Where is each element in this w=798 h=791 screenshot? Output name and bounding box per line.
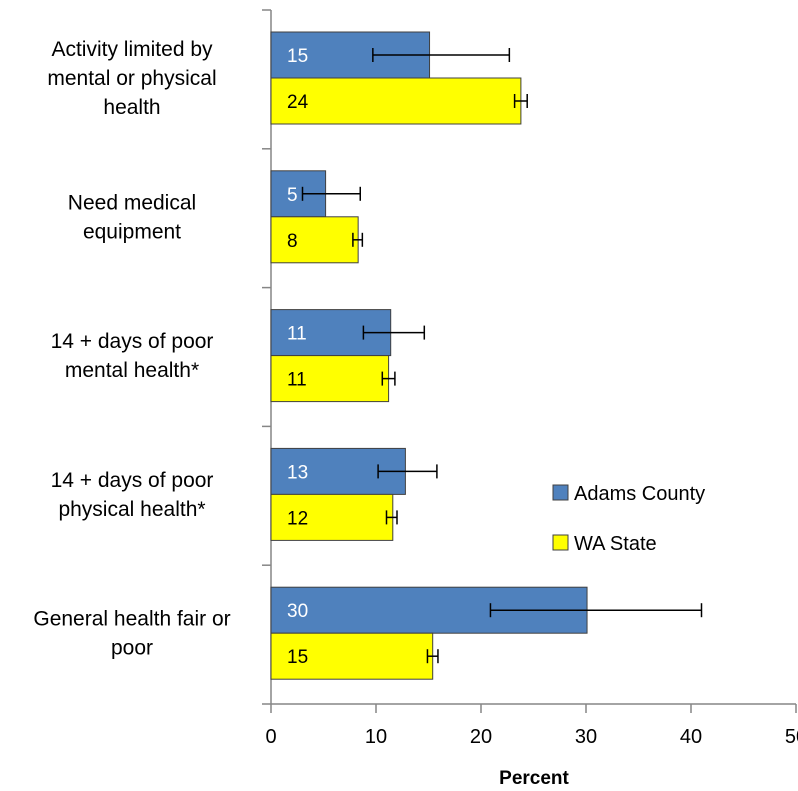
category-label-line: mental health* xyxy=(65,359,199,382)
bar-data-label: 15 xyxy=(287,46,308,67)
bar-wa-state xyxy=(270,216,359,264)
x-tick-label: 50 xyxy=(785,726,798,748)
category-label-line: physical health* xyxy=(58,498,205,521)
bars: 15 5 11 13 30 24 8 11 12 15 xyxy=(270,31,703,680)
bar-data-label: 24 xyxy=(287,92,309,113)
legend-swatch xyxy=(552,484,569,501)
bar-data-label: 12 xyxy=(287,508,308,529)
bar-data-label: 30 xyxy=(287,601,308,622)
bar-wa-state xyxy=(270,632,434,680)
x-axis-title: Percent xyxy=(499,768,569,789)
category-label: Need medical equipment xyxy=(68,191,196,243)
category-label-line: poor xyxy=(111,637,153,660)
category-labels: Activity limited by mental or physical hea… xyxy=(33,38,230,660)
legend: Adams County WA State xyxy=(552,483,705,555)
x-tick-label: 40 xyxy=(680,726,702,748)
legend-label: Adams County xyxy=(574,483,705,505)
bar-wa-state xyxy=(270,77,522,125)
category-label: General health fair or poor xyxy=(33,608,230,660)
category-label-line: mental or physical xyxy=(47,67,216,90)
category-label-line: Need medical xyxy=(68,191,196,214)
x-tick-label: 30 xyxy=(575,726,597,748)
bar-data-label: 5 xyxy=(287,185,298,206)
category-label-line: 14 + days of poor xyxy=(51,469,214,492)
category-label: 14 + days of poor physical health* xyxy=(51,469,214,521)
x-tick-labels: 0 10 20 30 40 50 xyxy=(265,726,798,748)
bar-data-label: 8 xyxy=(287,231,298,252)
category-label: Activity limited by mental or physical hea… xyxy=(47,38,216,119)
bar-wa-state xyxy=(270,493,394,541)
category-label-line: health xyxy=(103,96,160,119)
legend-swatch xyxy=(552,534,569,551)
x-tick-label: 0 xyxy=(265,726,276,748)
x-tick-label: 10 xyxy=(365,726,387,748)
category-label-line: 14 + days of poor xyxy=(51,330,214,353)
bar-data-label: 11 xyxy=(287,370,307,391)
bar-data-label: 15 xyxy=(287,647,308,668)
legend-label: WA State xyxy=(574,533,657,555)
bar-data-label: 11 xyxy=(287,324,307,345)
category-label: 14 + days of poor mental health* xyxy=(51,330,214,382)
category-label-line: Activity limited by xyxy=(51,38,213,61)
category-label-line: equipment xyxy=(83,220,181,243)
x-tick-label: 20 xyxy=(470,726,492,748)
category-label-line: General health fair or xyxy=(33,608,230,631)
bar-data-label: 13 xyxy=(287,462,308,483)
